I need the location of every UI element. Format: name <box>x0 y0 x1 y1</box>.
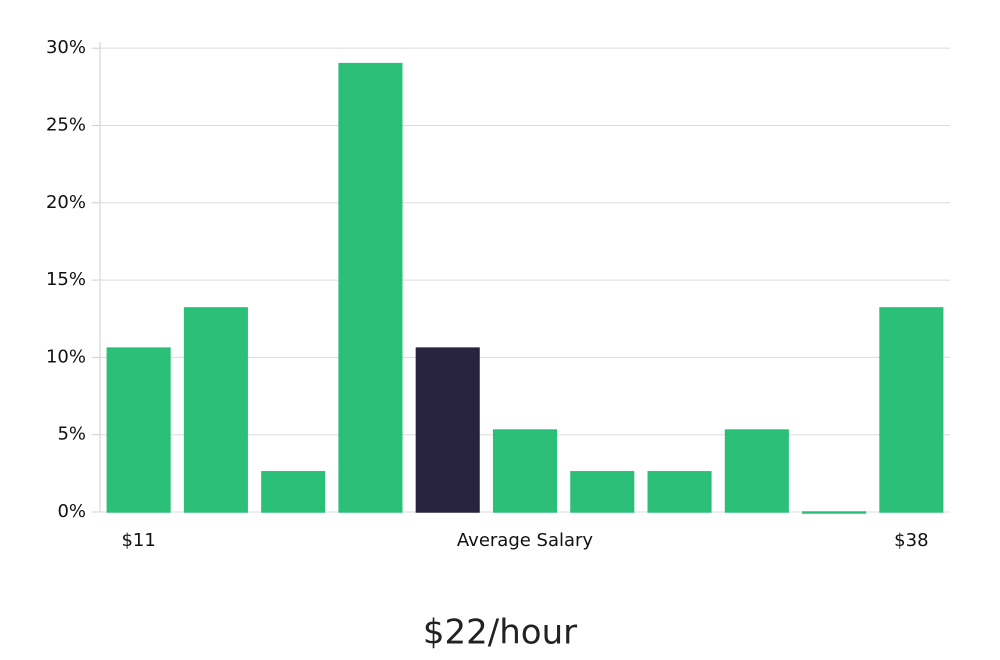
x-tick-label: Average Salary <box>457 530 594 551</box>
y-tick-label: 10% <box>46 346 86 367</box>
y-tick-label: 5% <box>57 424 86 445</box>
y-tick-label: 0% <box>57 501 86 522</box>
bar <box>106 347 171 513</box>
x-tick-label: $11 <box>121 530 155 551</box>
y-tick-label: 15% <box>46 269 86 290</box>
bar <box>261 471 326 513</box>
salary-caption: $22/hour <box>423 613 577 653</box>
bar <box>183 307 248 513</box>
x-tick-label: $38 <box>894 530 928 551</box>
bar <box>724 429 789 513</box>
y-tick-label: 30% <box>46 37 86 58</box>
bar <box>802 511 867 514</box>
bar <box>338 62 403 513</box>
bar <box>492 429 558 513</box>
bar <box>879 307 944 513</box>
bar <box>647 471 712 513</box>
y-tick-label: 25% <box>46 114 86 135</box>
bar <box>570 471 635 513</box>
bar <box>415 347 480 513</box>
y-tick-label: 20% <box>46 192 86 213</box>
